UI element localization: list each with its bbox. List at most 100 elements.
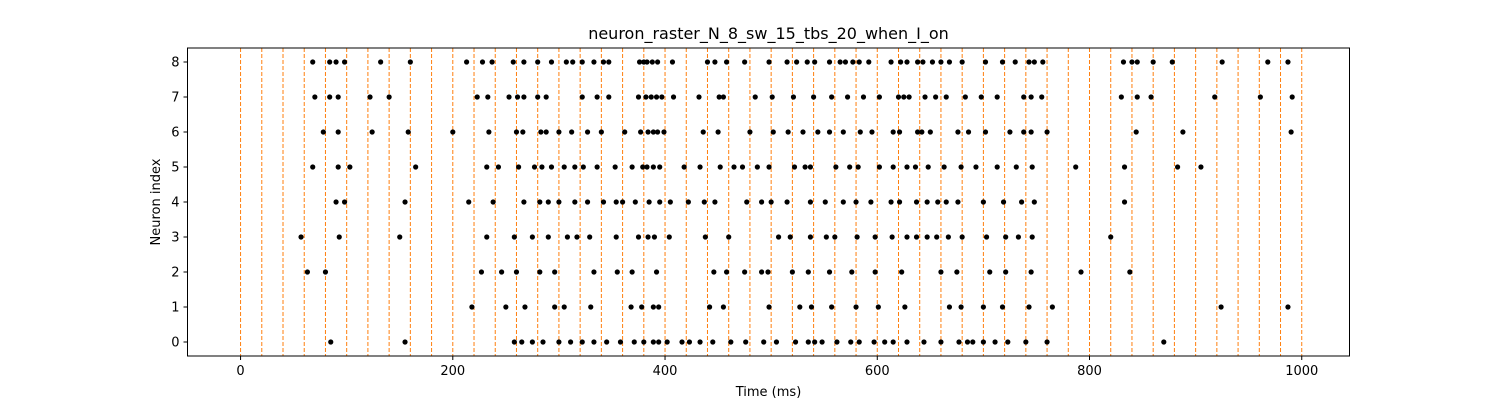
spike-point xyxy=(450,129,456,135)
spike-point xyxy=(606,59,612,65)
spike-point xyxy=(591,59,597,65)
spike-point xyxy=(563,59,569,65)
spike-point xyxy=(521,94,527,100)
spike-point xyxy=(1026,59,1032,65)
spike-point xyxy=(503,304,509,310)
spike-point xyxy=(921,339,927,345)
spike-point xyxy=(335,94,341,100)
spike-point xyxy=(896,199,903,205)
spike-point xyxy=(312,94,318,100)
spike-point xyxy=(513,269,520,275)
spike-point xyxy=(958,304,964,310)
spike-point xyxy=(612,164,618,170)
spike-point xyxy=(775,234,782,240)
spike-point xyxy=(1028,269,1034,275)
spike-point xyxy=(889,234,895,240)
spike-point xyxy=(823,234,829,240)
x-tick-label: 400 xyxy=(653,364,678,379)
spike-point xyxy=(1212,94,1218,100)
spike-point xyxy=(543,129,549,135)
spike-point xyxy=(914,129,921,135)
spike-point xyxy=(919,129,925,135)
spike-point xyxy=(679,339,685,345)
spike-point xyxy=(629,164,635,170)
spike-point xyxy=(1000,199,1007,205)
spike-point xyxy=(614,269,620,275)
spike-point xyxy=(739,164,746,170)
spike-point xyxy=(572,199,578,205)
x-tick-label: 200 xyxy=(440,364,465,379)
spike-point xyxy=(469,304,475,310)
spike-point xyxy=(924,234,930,240)
spike-point xyxy=(912,164,919,170)
spike-point xyxy=(335,129,341,135)
spike-point xyxy=(646,199,652,205)
spike-point xyxy=(797,304,803,310)
spike-point xyxy=(913,234,920,240)
spike-point xyxy=(773,339,780,345)
spike-point xyxy=(866,59,872,65)
spike-point xyxy=(956,339,962,345)
spike-point xyxy=(1029,234,1035,240)
spike-point xyxy=(556,339,562,345)
spike-point xyxy=(723,269,730,275)
spike-point xyxy=(579,59,585,65)
spike-point xyxy=(1134,59,1140,65)
spike-point xyxy=(815,129,821,135)
spike-point xyxy=(328,339,334,345)
spike-point xyxy=(1121,164,1128,170)
spike-point xyxy=(808,304,815,310)
spike-point xyxy=(1007,129,1013,135)
spike-point xyxy=(545,199,551,205)
spike-point xyxy=(685,199,691,205)
spike-point xyxy=(1003,269,1009,275)
spike-point xyxy=(569,129,575,135)
spike-point xyxy=(890,339,896,345)
spike-point xyxy=(832,234,838,240)
spike-point xyxy=(717,164,723,170)
spike-point xyxy=(731,164,737,170)
spike-point xyxy=(869,129,875,135)
spike-point xyxy=(999,59,1006,65)
spike-point xyxy=(545,234,551,240)
spike-point xyxy=(844,94,851,100)
spike-point xyxy=(711,269,717,275)
x-tick-label: 1000 xyxy=(1285,364,1318,379)
spike-point xyxy=(857,129,863,135)
spike-point xyxy=(378,59,384,65)
spike-point xyxy=(594,164,600,170)
spike-point xyxy=(768,199,774,205)
spike-point xyxy=(600,199,607,205)
spike-point xyxy=(992,339,998,345)
spike-point xyxy=(661,129,667,135)
spike-point xyxy=(645,129,651,135)
spike-point xyxy=(1134,94,1140,100)
spike-point xyxy=(657,199,663,205)
spike-point xyxy=(327,94,333,100)
spike-point xyxy=(537,199,543,205)
spike-point xyxy=(980,339,986,345)
spike-point xyxy=(769,94,775,100)
x-tick-label: 600 xyxy=(865,364,890,379)
spike-point xyxy=(728,339,734,345)
spike-point xyxy=(812,339,818,345)
spike-point xyxy=(1021,129,1027,135)
spike-point xyxy=(901,94,907,100)
spike-point xyxy=(962,94,968,100)
spike-point xyxy=(495,164,502,170)
y-tick-label: 4 xyxy=(171,196,179,211)
spike-point xyxy=(920,59,926,65)
spike-point xyxy=(973,164,979,170)
spike-point xyxy=(513,129,520,135)
spike-point xyxy=(800,129,806,135)
spike-point xyxy=(580,164,586,170)
spike-point xyxy=(822,199,828,205)
spike-point xyxy=(980,304,986,310)
spike-point xyxy=(484,164,490,170)
spike-point xyxy=(1031,199,1037,205)
x-axis-ticks: 0 200 400 600 800 1000 xyxy=(236,356,1318,379)
spike-point xyxy=(802,164,808,170)
spike-point xyxy=(561,164,567,170)
spike-point xyxy=(840,199,846,205)
spike-point xyxy=(640,164,646,170)
